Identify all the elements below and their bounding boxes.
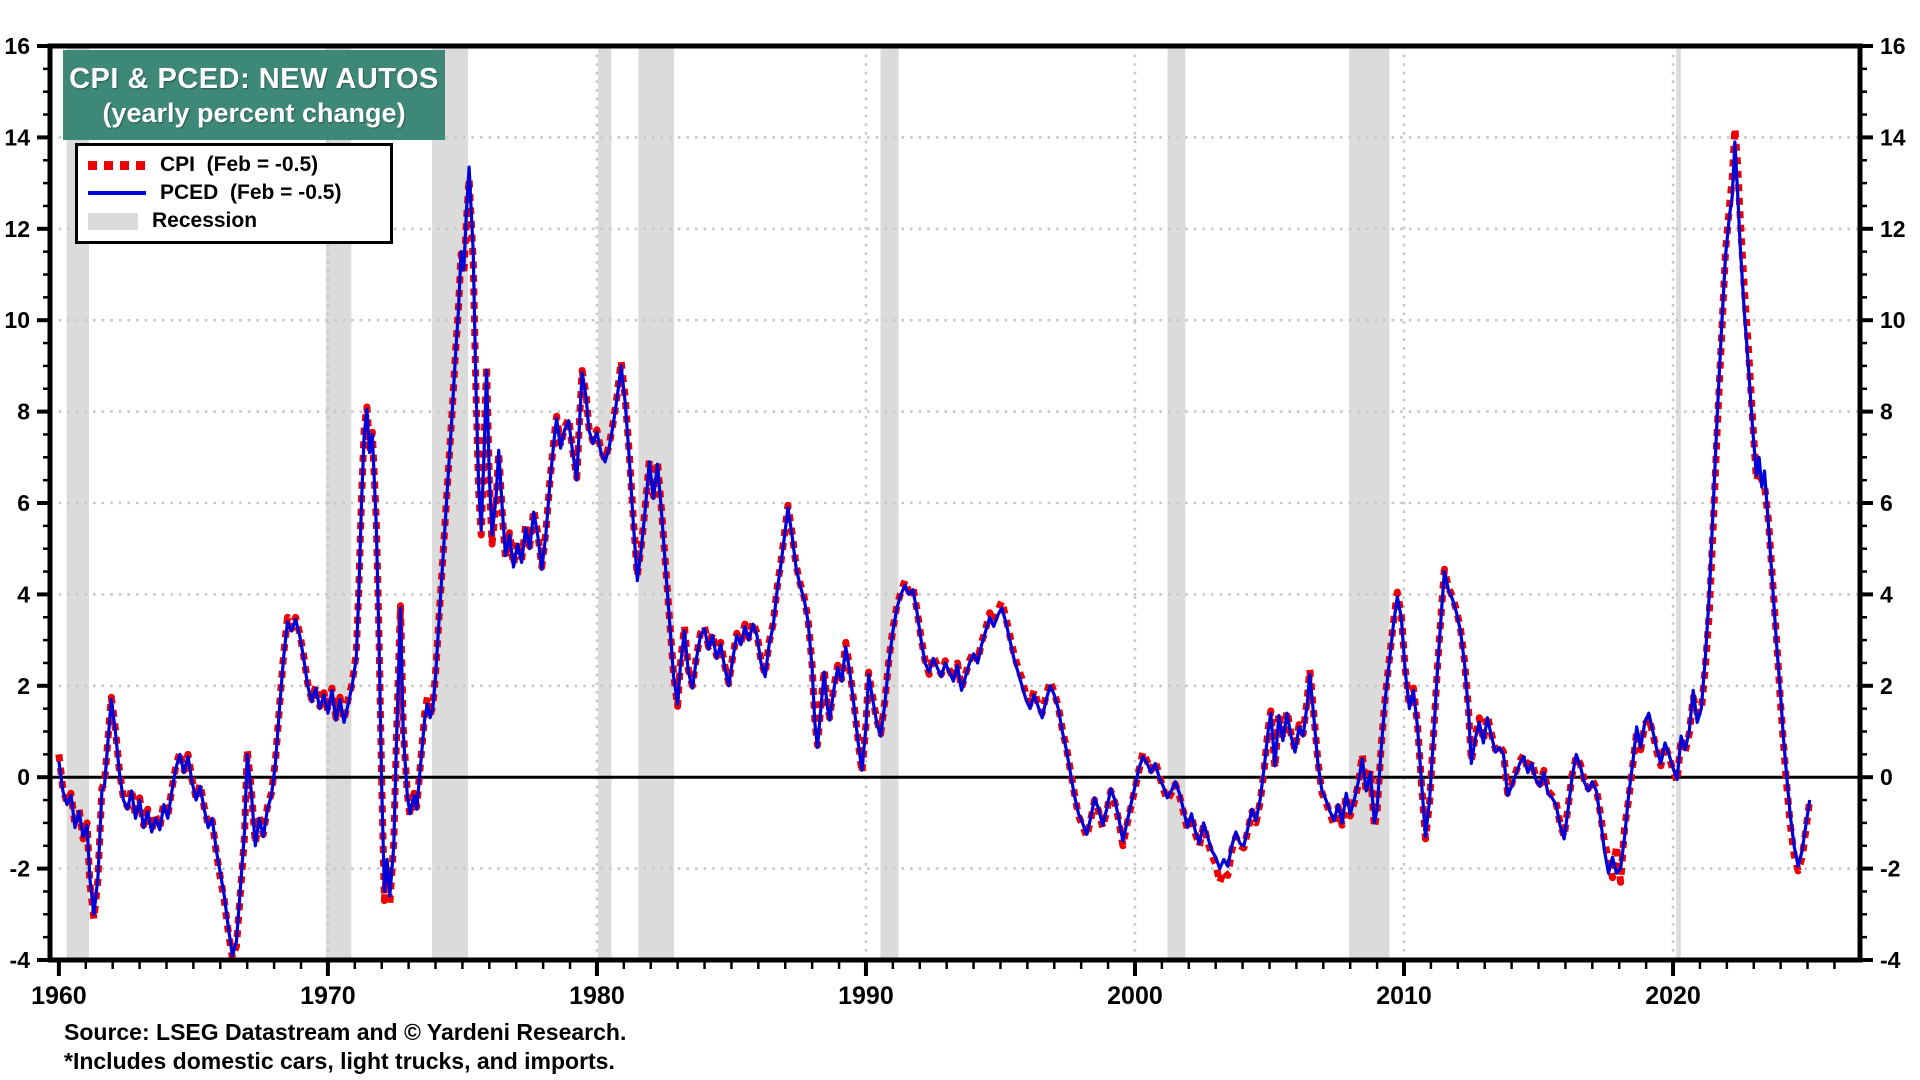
y-axis-label-left: 6	[17, 490, 30, 516]
recession-band	[880, 46, 899, 960]
y-axis-label-left: 0	[17, 764, 30, 790]
legend-label-recession: Recession	[152, 209, 258, 232]
recession-band	[598, 46, 612, 960]
y-axis-label-left: 16	[4, 33, 30, 59]
x-axis-label: 1970	[300, 982, 356, 1010]
y-axis-label-left: 12	[4, 216, 30, 242]
y-axis-label-right: 12	[1880, 216, 1906, 242]
source-text: Source: LSEG Datastream and © Yardeni Re…	[64, 1019, 627, 1045]
y-axis-label-right: 4	[1880, 581, 1893, 607]
x-axis-label: 2010	[1376, 982, 1432, 1010]
chart-subtitle: (yearly percent change)	[102, 97, 406, 128]
y-axis-label-right: 0	[1880, 764, 1893, 790]
y-axis-label-left: 4	[17, 581, 30, 607]
y-axis-label-left: -2	[10, 856, 30, 882]
recession-band	[1167, 46, 1186, 960]
chart-title-box: CPI & PCED: NEW AUTOS (yearly percent ch…	[63, 50, 445, 140]
y-axis-label-right: 8	[1880, 399, 1893, 425]
legend: CPI (Feb = -0.5) PCED (Feb = -0.5) Reces…	[75, 143, 393, 244]
y-axis-label-right: 2	[1880, 673, 1893, 699]
y-axis-label-right: 14	[1880, 124, 1906, 150]
legend-item-recession: Recession	[88, 207, 380, 235]
recession-band	[1349, 46, 1390, 960]
x-axis-label: 2000	[1107, 982, 1163, 1010]
footnote-text: *Includes domestic cars, light trucks, a…	[64, 1048, 615, 1074]
y-axis-label-right: 10	[1880, 307, 1906, 333]
y-axis-label-right: -4	[1880, 947, 1901, 973]
y-axis-label-right: -2	[1880, 856, 1900, 882]
y-axis-label-right: 6	[1880, 490, 1893, 516]
x-axis-label: 2020	[1645, 982, 1701, 1010]
pced-solid-line-swatch	[88, 191, 146, 195]
y-axis-label-left: 14	[4, 124, 30, 150]
chart-title: CPI & PCED: NEW AUTOS	[69, 62, 439, 95]
legend-label-pced: PCED (Feb = -0.5)	[160, 181, 342, 204]
y-axis-label-left: 8	[17, 399, 30, 425]
x-axis-label: 1990	[838, 982, 894, 1010]
y-axis-label-left: 10	[4, 307, 30, 333]
x-axis-label: 1980	[569, 982, 625, 1010]
cpi-dashed-line-swatch	[88, 160, 146, 170]
recession-band	[1676, 46, 1681, 960]
pced-line	[57, 140, 1812, 957]
y-axis-label-right: 16	[1880, 33, 1906, 59]
chart-footer: Source: LSEG Datastream and © Yardeni Re…	[64, 1018, 626, 1076]
recession-box-swatch	[88, 212, 138, 230]
y-axis-label-left: -4	[10, 947, 31, 973]
legend-item-pced: PCED (Feb = -0.5)	[88, 179, 380, 207]
cpi-line	[55, 124, 1814, 960]
x-axis-label: 1960	[31, 982, 87, 1010]
legend-item-cpi: CPI (Feb = -0.5)	[88, 151, 380, 179]
legend-label-cpi: CPI (Feb = -0.5)	[160, 153, 319, 176]
y-axis-label-left: 2	[17, 673, 30, 699]
